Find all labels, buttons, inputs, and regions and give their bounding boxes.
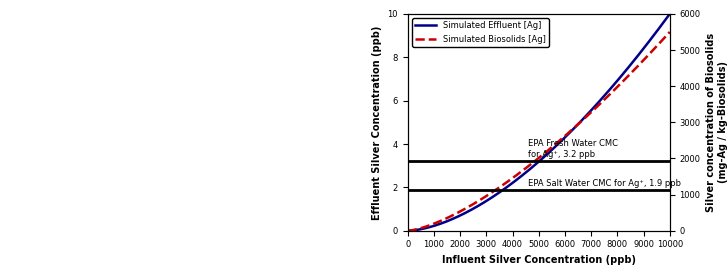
Y-axis label: Silver concentration of Biosolids
(mg-Ag / kg-Biosolids): Silver concentration of Biosolids (mg-Ag… — [706, 33, 728, 212]
X-axis label: Influent Silver Concentration (ppb): Influent Silver Concentration (ppb) — [442, 255, 636, 265]
Simulated Effluent [Ag] — [608, 85, 617, 89]
Text: EPA Fresh Water CMC
for Ag⁺, 3.2 ppb: EPA Fresh Water CMC for Ag⁺, 3.2 ppb — [529, 139, 618, 159]
Line: Simulated Biosolids [Ag]: Simulated Biosolids [Ag] — [408, 32, 670, 231]
Simulated Effluent [Ag] — [665, 12, 674, 16]
Simulated Effluent [Ag] — [403, 229, 412, 232]
Simulated Effluent [Ag] — [583, 112, 592, 116]
Simulated Biosolids [Ag] — [403, 229, 412, 232]
Simulated Biosolids [Ag] — [612, 86, 621, 89]
Simulated Effluent [Ag] — [510, 180, 518, 184]
Simulated Biosolids [Ag] — [608, 90, 617, 94]
Simulated Effluent [Ag] — [519, 173, 528, 176]
Y-axis label: Effluent Silver Concentration (ppb): Effluent Silver Concentration (ppb) — [372, 25, 382, 220]
Simulated Effluent [Ag] — [612, 80, 621, 83]
Simulated Biosolids [Ag] — [519, 168, 528, 172]
Legend: Simulated Effluent [Ag], Simulated Biosolids [Ag]: Simulated Effluent [Ag], Simulated Bioso… — [412, 18, 549, 47]
Simulated Biosolids [Ag] — [510, 176, 518, 179]
Simulated Biosolids [Ag] — [430, 222, 439, 225]
Line: Simulated Effluent [Ag]: Simulated Effluent [Ag] — [408, 14, 670, 231]
Simulated Effluent [Ag] — [430, 224, 439, 227]
Simulated Biosolids [Ag] — [665, 30, 674, 34]
Simulated Biosolids [Ag] — [583, 114, 592, 117]
Text: EPA Salt Water CMC for Ag⁺, 1.9 ppb: EPA Salt Water CMC for Ag⁺, 1.9 ppb — [529, 179, 681, 188]
